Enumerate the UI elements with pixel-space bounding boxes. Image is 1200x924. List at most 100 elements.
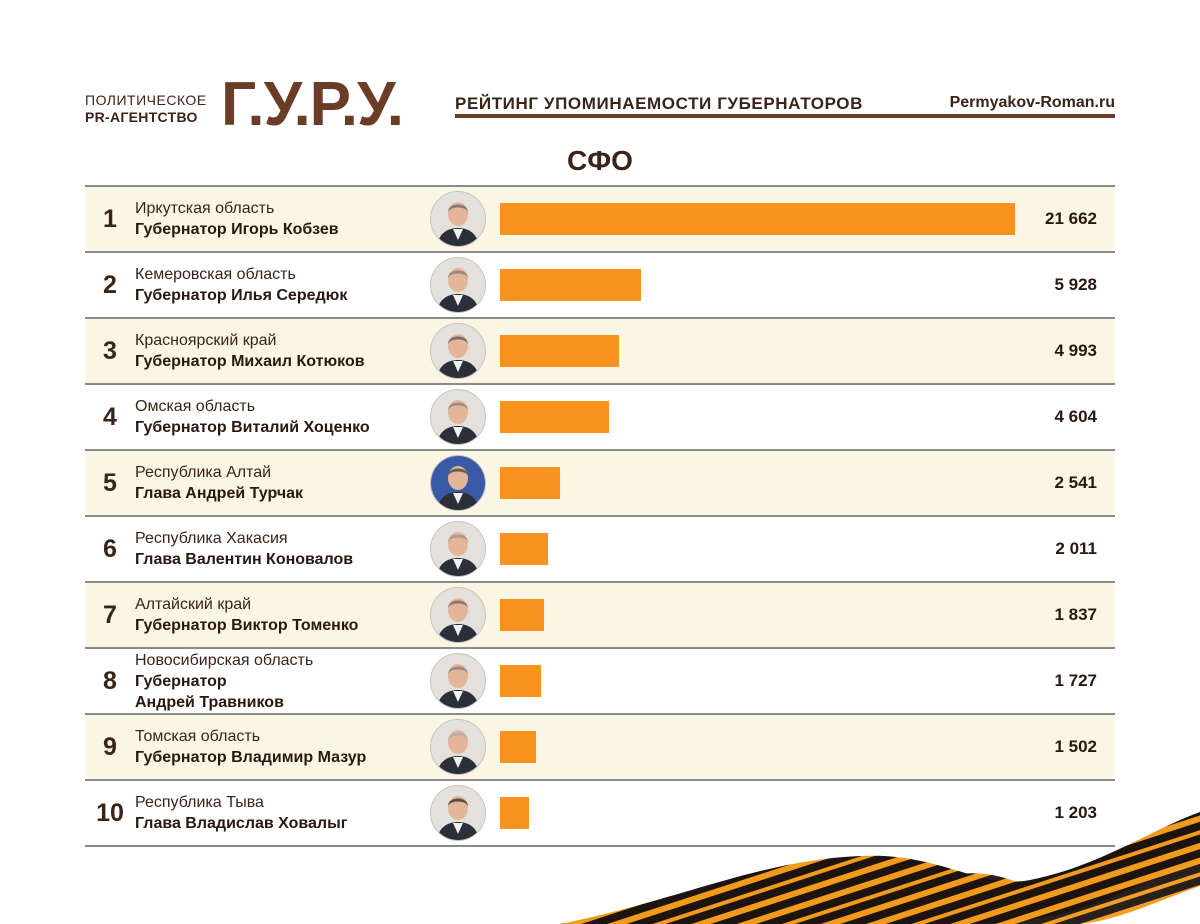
person-icon <box>431 456 485 510</box>
governor-name: Губернатор Владимир Мазур <box>135 749 367 766</box>
person-icon <box>431 786 485 840</box>
name-block: Новосибирская область Губернатор Андрей Тр… <box>135 649 435 713</box>
region-label: СФО <box>567 145 633 176</box>
table-row: 5 Республика Алтай Глава Андрей Турчак 2 54… <box>85 449 1115 515</box>
table-row: 2 Кемеровская область Губернатор Илья Сере… <box>85 251 1115 317</box>
bar <box>500 665 541 697</box>
region-name: Томская область <box>135 728 261 745</box>
name-block: Томская область Губернатор Владимир Мазур <box>135 715 435 779</box>
governor-avatar <box>430 191 486 247</box>
rank-number: 4 <box>103 403 117 431</box>
bar <box>500 467 560 499</box>
rank-number: 3 <box>103 337 117 365</box>
guru-logo: Г.У.Р.У. <box>221 70 404 139</box>
governor-name: Губернатор Виктор Томенко <box>135 617 359 634</box>
rating-title: РЕЙТИНГ УПОМИНАЕМОСТИ ГУБЕРНАТОРОВ <box>455 94 864 113</box>
person-icon <box>431 588 485 642</box>
value-label: 5 928 <box>1054 275 1097 294</box>
name-block: Республика Хакасия Глава Валентин Коновал… <box>135 517 435 581</box>
governor-avatar <box>430 719 486 775</box>
governor-avatar <box>430 587 486 643</box>
governor-avatar <box>430 323 486 379</box>
value-label: 4 604 <box>1054 407 1097 426</box>
governor-avatar <box>430 785 486 841</box>
person-icon <box>431 654 485 708</box>
governor-name: Андрей Травников <box>135 693 284 711</box>
name-block: Республика Алтай Глава Андрей Турчак <box>135 451 435 515</box>
region-name: Иркутская область <box>135 200 275 217</box>
governor-avatar <box>430 653 486 709</box>
bar <box>500 533 548 565</box>
person-icon <box>431 192 485 246</box>
header: ПОЛИТИЧЕСКОЕ PR-АГЕНТСТВО Г.У.Р.У. РЕЙТИ… <box>85 74 1115 140</box>
governor-avatar <box>430 257 486 313</box>
region-name: Республика Хакасия <box>135 530 288 547</box>
governor-name: Губернатор Игорь Кобзев <box>135 221 339 238</box>
governor-name: Губернатор Михаил Котюков <box>135 353 365 370</box>
value-label: 1 837 <box>1054 605 1097 624</box>
bar <box>500 599 544 631</box>
governor-name: Губернатор <box>135 672 227 690</box>
person-icon <box>431 390 485 444</box>
region-name: Республика Алтай <box>135 464 272 481</box>
rank-number: 8 <box>103 667 117 695</box>
ranking-table: 1 Иркутская область Губернатор Игорь Кобзе… <box>85 185 1115 847</box>
person-icon <box>431 258 485 312</box>
governor-avatar <box>430 389 486 445</box>
agency-name: ПОЛИТИЧЕСКОЕ PR-АГЕНТСТВО <box>85 92 207 126</box>
table-row: 9 Томская область Губернатор Владимир Мазу… <box>85 713 1115 779</box>
bar <box>500 797 529 829</box>
rank-number: 6 <box>103 535 117 563</box>
rank-number: 10 <box>96 799 124 827</box>
name-block: Кемеровская область Губернатор Илья Серед… <box>135 253 435 317</box>
table-row: 6 Республика Хакасия Глава Валентин Конова… <box>85 515 1115 581</box>
person-icon <box>431 522 485 576</box>
governor-avatar <box>430 521 486 577</box>
table-row: 8 Новосибирская область Губернатор Андрей Т… <box>85 647 1115 713</box>
person-icon <box>431 720 485 774</box>
value-label: 4 993 <box>1054 341 1097 360</box>
rank-number: 7 <box>103 601 117 629</box>
value-label: 21 662 <box>1045 209 1097 228</box>
governor-name: Губернатор Илья Середюк <box>135 287 348 304</box>
region-name: Кемеровская область <box>135 266 296 283</box>
region-name: Алтайский край <box>135 596 252 613</box>
name-block: Республика Тыва Глава Владислав Ховалыг <box>135 781 435 845</box>
bar <box>500 269 641 301</box>
region-name: Омская область <box>135 398 256 415</box>
value-label: 1 203 <box>1054 803 1097 822</box>
table-row: 1 Иркутская область Губернатор Игорь Кобзе… <box>85 185 1115 251</box>
rank-number: 9 <box>103 733 117 761</box>
header-divider <box>455 114 1115 118</box>
rank-number: 2 <box>103 271 117 299</box>
name-block: Алтайский край Губернатор Виктор Томенко <box>135 583 435 647</box>
bar <box>500 335 619 367</box>
value-label: 1 502 <box>1054 737 1097 756</box>
region-title: СФО <box>0 145 1200 177</box>
bar <box>500 401 609 433</box>
table-row: 10 Республика Тыва Глава Владислав Ховалыг… <box>85 779 1115 847</box>
site-url: Permyakov-Roman.ru <box>949 94 1115 111</box>
rank-number: 5 <box>103 469 117 497</box>
rank-number: 1 <box>103 205 117 233</box>
region-name: Новосибирская область <box>135 651 314 669</box>
agency-line2: PR-АГЕНТСТВО <box>85 109 198 125</box>
st-george-ribbon <box>560 812 1200 924</box>
person-icon <box>431 324 485 378</box>
governor-name: Глава Владислав Ховалыг <box>135 815 348 832</box>
region-name: Республика Тыва <box>135 794 264 811</box>
value-label: 1 727 <box>1054 671 1097 690</box>
bar <box>500 203 1015 235</box>
governor-name: Глава Андрей Турчак <box>135 485 304 502</box>
name-block: Омская область Губернатор Виталий Хоценко <box>135 385 435 449</box>
bar <box>500 731 536 763</box>
governor-name: Губернатор Виталий Хоценко <box>135 419 370 436</box>
value-label: 2 011 <box>1055 539 1097 558</box>
table-row: 7 Алтайский край Губернатор Виктор Томенко… <box>85 581 1115 647</box>
governor-avatar <box>430 455 486 511</box>
region-name: Красноярский край <box>135 332 277 349</box>
agency-line1: ПОЛИТИЧЕСКОЕ <box>85 92 207 108</box>
table-row: 3 Красноярский край Губернатор Михаил Котю… <box>85 317 1115 383</box>
name-block: Красноярский край Губернатор Михаил Котюк… <box>135 319 435 383</box>
governor-name: Глава Валентин Коновалов <box>135 551 354 568</box>
